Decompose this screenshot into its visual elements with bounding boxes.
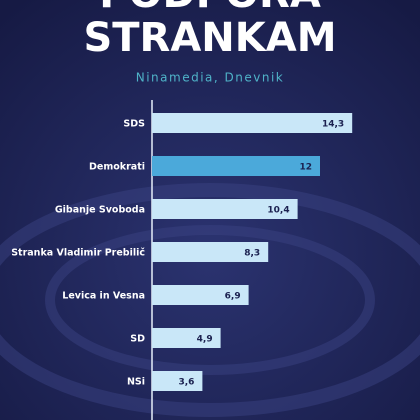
category-label: Demokrati	[89, 162, 145, 173]
bar	[152, 113, 353, 133]
backdrop-shape	[0, 183, 420, 417]
chart-subtitle: Ninamedia, Dnevnik	[136, 71, 285, 85]
category-label: SD	[130, 334, 145, 345]
value-label: 8,3	[244, 249, 260, 259]
backdrop-shape	[45, 225, 375, 375]
bar	[152, 285, 249, 305]
chart-title: STRANKAM	[83, 15, 336, 61]
category-label: SDS	[123, 119, 145, 130]
bar	[152, 199, 298, 219]
value-label: 6,9	[225, 292, 241, 302]
category-label: Levica in Vesna	[62, 291, 145, 302]
bar	[152, 156, 320, 176]
bar	[152, 328, 221, 348]
value-label: 3,6	[178, 378, 194, 388]
value-label: 14,3	[322, 120, 344, 130]
value-label: 12	[299, 163, 312, 173]
category-label: Gibanje Svoboda	[55, 205, 145, 216]
value-label: 4,9	[197, 335, 213, 345]
category-label: Stranka Vladimir Prebilič	[11, 248, 145, 259]
category-label: NSi	[127, 377, 145, 388]
chart-title: PODPORA	[99, 0, 321, 17]
value-label: 10,4	[267, 206, 289, 216]
bar	[152, 371, 203, 391]
bar	[152, 242, 269, 262]
